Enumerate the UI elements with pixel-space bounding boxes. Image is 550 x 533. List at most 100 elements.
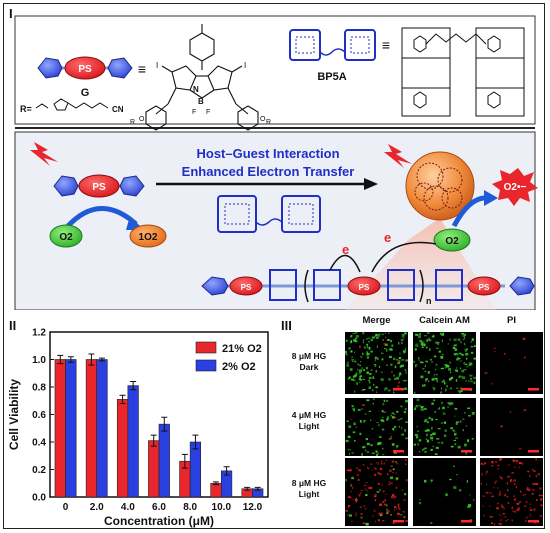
bodipy-structure	[145, 24, 259, 131]
electron-1: e	[342, 242, 349, 257]
row-label-2-conc: 4 μM HG	[291, 410, 327, 420]
bar-normoxia	[116, 399, 129, 498]
host-name: BP5A	[317, 71, 346, 83]
r-tail: CN	[112, 105, 124, 114]
x-tick-label: 8.0	[183, 502, 197, 513]
x-tick-label: 2.0	[90, 502, 104, 513]
atom-r1: R	[130, 119, 135, 126]
y-tick-label: 0.4	[32, 438, 46, 449]
x-tick-label: 6.0	[152, 502, 166, 513]
col-head-pi: PI	[507, 315, 516, 326]
figure-frame	[3, 3, 545, 529]
row-label-1: 8 μM HG Dark	[275, 351, 343, 373]
bar-hypoxia	[189, 441, 202, 498]
legend-label: 21% O2	[222, 343, 262, 355]
row-label-3-cond: Light	[298, 489, 320, 499]
y-tick-label: 0.6	[32, 410, 46, 421]
bar-hypoxia	[65, 359, 77, 498]
micrograph-r3-c1	[345, 458, 408, 526]
micrograph-r3-c2	[413, 458, 476, 526]
atom-o1: O	[139, 116, 145, 123]
atom-i2: I	[244, 61, 246, 70]
host-cartoon-mid	[217, 195, 321, 233]
equals-2: ≡	[382, 37, 390, 53]
o2-text-right: O2	[445, 236, 459, 247]
guest-cartoon: PS	[37, 56, 133, 80]
panel-label-i: I	[9, 6, 13, 21]
row-label-3: 8 μM HG Light	[275, 478, 343, 500]
atom-r2: R	[266, 119, 271, 126]
scale-bar	[461, 520, 472, 523]
x-tick-label: 12.0	[243, 502, 263, 513]
micrograph-r2-c2	[413, 398, 476, 456]
x-tick-label: 10.0	[212, 502, 232, 513]
scale-bar	[393, 520, 404, 523]
micrograph-r1-c2	[413, 332, 476, 394]
superoxide-text: O2•−	[504, 182, 527, 193]
r-prefix: R=	[20, 104, 32, 114]
y-tick-label: 1.0	[32, 355, 46, 366]
micrograph-r2-c3	[480, 398, 543, 456]
col-head-calcein: Calcein AM	[419, 315, 470, 326]
bar-normoxia	[148, 440, 160, 498]
light-bolt-left	[30, 142, 58, 166]
guest-cartoon-mid: PS	[53, 174, 145, 198]
pillararene-structure	[401, 27, 525, 117]
scale-bar	[393, 450, 404, 453]
bar-normoxia	[210, 482, 222, 498]
ps-label: PS	[78, 64, 92, 75]
electron-2: e	[384, 230, 391, 245]
energy-transfer-arrow	[66, 206, 138, 228]
x-tick-label: 0	[63, 502, 69, 513]
x-axis-label: Concentration (μM)	[104, 514, 214, 528]
y-tick-label: 0.2	[32, 465, 46, 476]
scale-bar	[461, 450, 472, 453]
col-head-merge: Merge	[362, 315, 391, 326]
ps-label-mid: PS	[92, 182, 106, 193]
bar-hypoxia	[127, 385, 139, 498]
row-label-1-cond: Dark	[299, 362, 319, 372]
host-cartoon	[289, 29, 376, 61]
o2-bubble-left	[49, 224, 83, 248]
ps-chain-1: PS	[241, 283, 252, 292]
nanoparticle	[405, 151, 475, 221]
bar-hypoxia	[158, 423, 170, 498]
cell-viability-chart: 0.0 0.2 0.4 0.6 0.8 1.0 1.2 0 2.0 4.0 6.0 8.0 10.0 12…	[7, 328, 269, 528]
o2-bubble-right	[433, 228, 471, 252]
arrow-line1: Host–Guest Interaction	[196, 146, 339, 161]
atom-b: B	[198, 97, 204, 106]
legend-swatch	[195, 359, 217, 372]
row-label-1-conc: 8 μM HG	[291, 351, 327, 361]
micrograph-r1-c3	[480, 332, 543, 394]
y-tick-label: 0.0	[32, 493, 46, 504]
legend-label: 2% O2	[222, 361, 256, 373]
atom-i1: I	[156, 61, 158, 70]
singlet-o2-bubble	[129, 224, 167, 248]
bar-hypoxia	[96, 359, 108, 498]
light-bolt-right	[384, 144, 412, 168]
panel-label-iii: III	[281, 318, 292, 333]
scale-bar	[461, 388, 472, 391]
row-label-2-cond: Light	[298, 421, 320, 431]
scale-bar	[528, 520, 539, 523]
y-tick-label: 0.8	[32, 383, 46, 394]
bar-normoxia	[54, 359, 66, 498]
ps-chain-3: PS	[479, 283, 490, 292]
micrograph-r3-c3	[480, 458, 543, 526]
micrograph-r1-c1	[345, 332, 408, 394]
singlet-o2-text: 1O2	[139, 232, 158, 243]
y-tick-label: 1.2	[32, 328, 46, 339]
x-tick-label: 4.0	[121, 502, 135, 513]
scale-bar	[528, 450, 539, 453]
guest-name: G	[81, 87, 90, 99]
micrograph-r2-c1	[345, 398, 408, 456]
ps-chain-2: PS	[359, 283, 370, 292]
row-label-3-conc: 8 μM HG	[291, 478, 327, 488]
row-label-2: 4 μM HG Light	[275, 410, 343, 432]
y-axis-label: Cell Viability	[7, 379, 21, 450]
subscript-n: n	[426, 296, 432, 306]
panel-i-scheme: PS G ≡ R= CN N B F F I I O O R R BP	[14, 15, 538, 310]
equals-1: ≡	[138, 61, 146, 77]
atom-o2: O	[260, 116, 266, 123]
panel-label-ii: II	[9, 318, 17, 333]
